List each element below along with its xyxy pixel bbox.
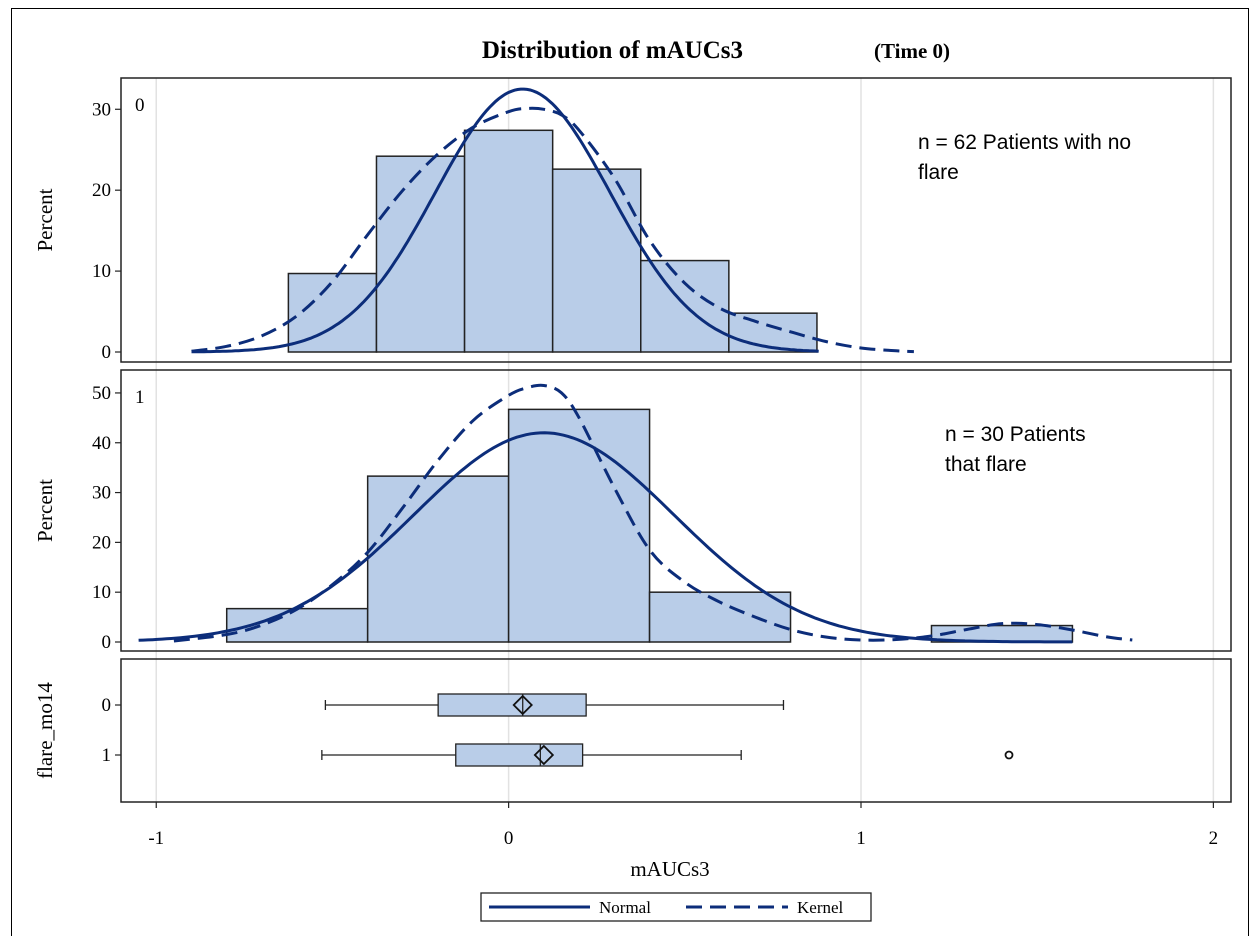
normal-curve — [191, 87, 819, 354]
histogram-bar — [648, 591, 792, 643]
iqr-box — [437, 693, 587, 717]
chart-title-suffix: (Time 0) — [874, 39, 950, 63]
y-tick-label: 40 — [92, 433, 111, 454]
panel-annotation: flare — [918, 161, 959, 184]
histogram-bar — [287, 272, 378, 353]
boxplot-frame — [120, 658, 1232, 803]
y-tick-label: 20 — [92, 532, 111, 553]
x-tick-label: 0 — [504, 828, 514, 849]
panel-frame — [120, 77, 1232, 363]
y-axis-label: Percent — [33, 188, 57, 251]
y-axis-label: Percent — [33, 479, 57, 542]
y-tick-label: 1 — [102, 745, 112, 766]
histogram-bar — [551, 168, 642, 353]
x-tick-label: 1 — [856, 828, 866, 849]
x-tick-label: 2 — [1209, 828, 1219, 849]
panel-annotation: that flare — [945, 453, 1027, 476]
y-tick-label: 0 — [102, 632, 112, 653]
y-tick-label: 30 — [92, 483, 111, 504]
legend-label-normal: Normal — [599, 898, 651, 917]
y-tick-label: 10 — [92, 261, 111, 282]
panel-group-label: 0 — [135, 95, 145, 116]
outlier-marker — [1004, 750, 1014, 760]
iqr-box — [455, 743, 584, 767]
y-tick-label: 20 — [92, 180, 111, 201]
y-tick-label: 10 — [92, 582, 111, 603]
mean-marker — [512, 694, 533, 716]
kernel-curve — [173, 383, 1133, 643]
histogram-bar — [366, 475, 510, 643]
panel-annotation: n = 30 Patients — [945, 423, 1086, 446]
figure-frame — [11, 8, 1249, 936]
histogram-bar — [507, 408, 651, 643]
y-tick-label: 0 — [102, 695, 112, 716]
y-tick-label: 30 — [92, 99, 111, 120]
legend-label-kernel: Kernel — [797, 898, 844, 917]
y-axis-label: flare_mo14 — [33, 682, 57, 779]
y-tick-label: 0 — [102, 342, 112, 363]
y-tick-label: 50 — [92, 383, 111, 404]
histogram-bar — [463, 129, 554, 353]
panel-annotation: n = 62 Patients with no — [918, 131, 1131, 154]
histogram-bar — [375, 155, 466, 353]
x-axis-label: mAUCs3 — [630, 857, 709, 881]
x-tick-label: -1 — [148, 828, 164, 849]
kernel-curve — [191, 106, 914, 354]
panel-frame — [120, 369, 1232, 652]
chart-title: Distribution of mAUCs3 — [482, 37, 743, 64]
panel-group-label: 1 — [135, 387, 145, 408]
mean-marker — [533, 744, 555, 766]
histogram-bar — [728, 312, 818, 353]
